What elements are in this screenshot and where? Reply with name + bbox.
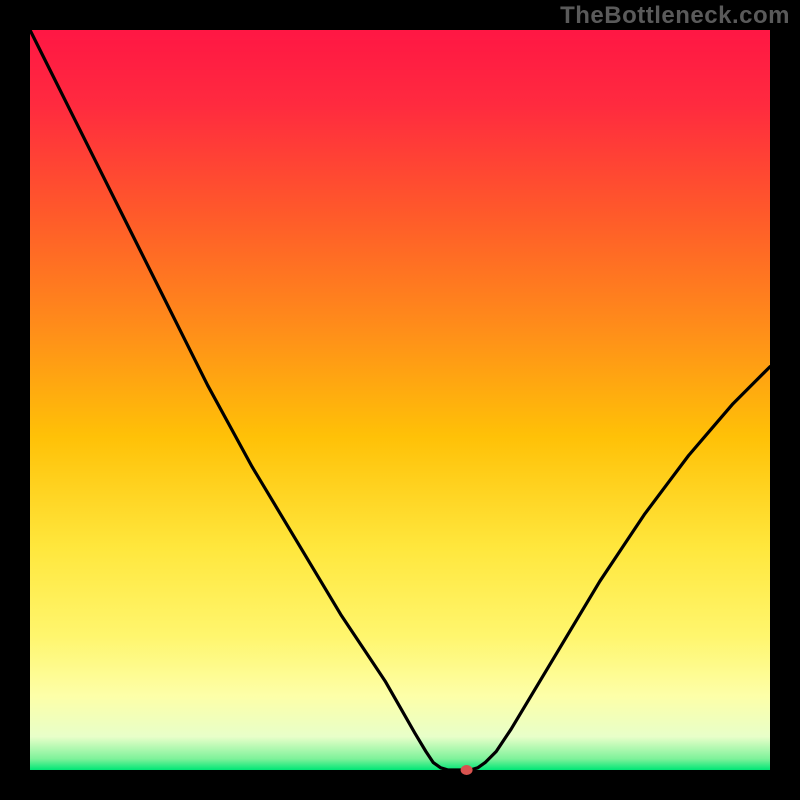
gradient-background: [30, 30, 770, 770]
watermark-text: TheBottleneck.com: [560, 2, 790, 30]
figure-container: TheBottleneck.com: [0, 0, 800, 800]
bottleneck-curve-plot: [0, 0, 800, 800]
minimum-marker: [461, 765, 473, 775]
